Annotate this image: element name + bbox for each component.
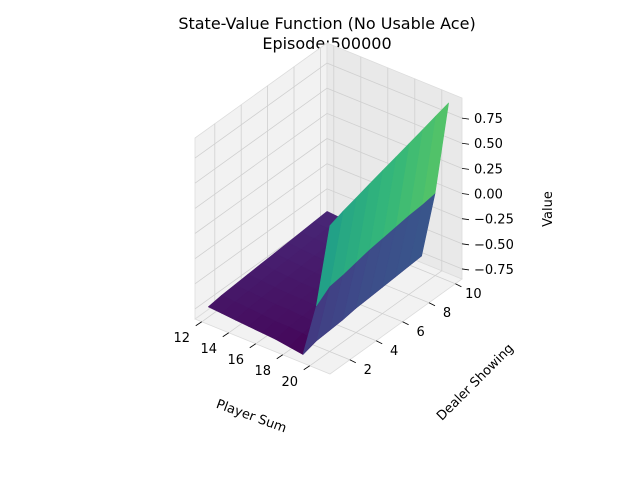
y-tick-mark xyxy=(402,321,409,326)
x-tick-label: 16 xyxy=(228,353,245,368)
grid-line-z xyxy=(194,87,463,184)
z-tick-label: 0.00 xyxy=(474,188,503,203)
z-axis-label: Value xyxy=(541,191,556,227)
x-tick-label: 14 xyxy=(201,342,218,357)
x-tick-label: 20 xyxy=(282,375,299,390)
x-tick-mark xyxy=(195,321,202,327)
y-tick-mark xyxy=(376,340,383,345)
y-tick-label: 4 xyxy=(390,344,398,359)
x-tick-mark xyxy=(303,365,310,371)
z-tick-label: −0.50 xyxy=(474,238,514,253)
surface xyxy=(208,102,449,355)
z-tick-mark xyxy=(461,142,470,145)
z-tick-mark xyxy=(461,117,470,120)
surface-patch xyxy=(316,210,344,307)
y-tick-mark xyxy=(428,302,436,307)
chart-title: State-Value Function (No Usable Ace) xyxy=(178,14,475,33)
x-tick-label: 18 xyxy=(255,364,272,379)
z-tick-mark xyxy=(461,268,470,271)
y-tick-label: 8 xyxy=(443,306,451,321)
grid-line-z xyxy=(194,62,463,159)
x-tick-mark xyxy=(222,332,229,338)
z-tick-label: −0.25 xyxy=(474,213,514,228)
z-tick-label: 0.50 xyxy=(474,137,503,152)
x-tick-mark xyxy=(276,354,283,360)
z-tick-label: 0.75 xyxy=(474,112,503,127)
y-tick-label: 6 xyxy=(416,325,424,340)
tick-labels: 12 14 16 18 20 2 4 6 8 10 −0.75 −0.50 −0.25 0.00 0.25 0… xyxy=(174,112,514,390)
y-tick-mark xyxy=(349,359,356,364)
y-tick-label: 10 xyxy=(465,287,482,302)
z-tick-mark xyxy=(461,218,470,221)
x-tick-mark xyxy=(249,343,256,349)
x-axis-label: Player Sum xyxy=(214,397,288,436)
y-tick-label: 2 xyxy=(364,363,372,378)
x-tick-label: 12 xyxy=(174,331,191,346)
z-tick-mark xyxy=(461,243,470,246)
z-tick-label: 0.25 xyxy=(474,162,503,177)
z-tick-label: −0.75 xyxy=(474,263,514,278)
z-tick-mark xyxy=(461,193,470,195)
y-axis-label: Dealer Showing xyxy=(434,341,517,424)
y-tick-mark xyxy=(455,283,462,288)
z-tick-mark xyxy=(461,167,470,170)
